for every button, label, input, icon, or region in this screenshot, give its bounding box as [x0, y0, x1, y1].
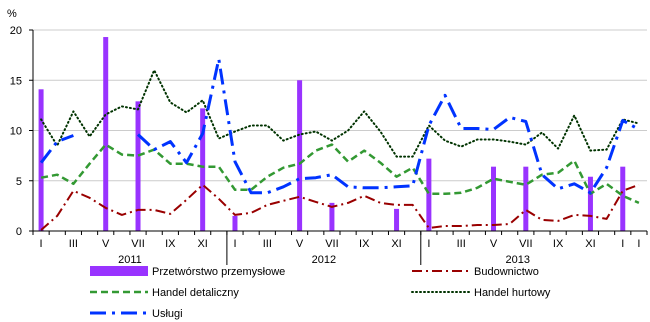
series-lines [39, 57, 640, 231]
x-tick-label: I [40, 238, 43, 250]
legend-label: Budownictwo [474, 266, 539, 278]
line-uslugi [39, 57, 640, 195]
x-tick-label: III [69, 238, 78, 250]
y-tick-label: 5 [16, 176, 22, 188]
legend: Przetwórstwo przemysłowe Budownictwo Hande… [90, 266, 551, 320]
y-unit-label: % [7, 8, 17, 20]
bar-przetworstwo [200, 108, 206, 231]
x-tick-label: IX [359, 238, 370, 250]
line-handel-detaliczny [40, 143, 640, 205]
x-tick-label: I [637, 238, 640, 250]
x-axis-ticks: I III V VII IX XI I III V VII IX XI I III V VII IX XI I I [40, 238, 641, 250]
bar-przetworstwo [232, 215, 238, 231]
legend-label: Przetwórstwo przemysłowe [152, 266, 285, 278]
x-tick-label: VII [325, 238, 338, 250]
gridlines [33, 29, 647, 182]
bar-przetworstwo [587, 176, 593, 231]
y-axis-ticks: 0 5 10 15 20 [10, 25, 22, 238]
legend-label: Handel hurtowy [474, 287, 551, 299]
x-tick-label: I [427, 238, 430, 250]
bar-przetworstwo [394, 208, 400, 231]
x-tick-label: IX [165, 238, 176, 250]
bar-przetworstwo [297, 80, 303, 231]
bar-przetworstwo [103, 37, 109, 231]
bar-przetworstwo [620, 166, 626, 231]
line-handel-hurtowy [40, 69, 640, 158]
x-tick-label: I [621, 238, 624, 250]
y-tick-label: 0 [16, 226, 22, 238]
x-tick-label: III [263, 238, 272, 250]
x-tick-label: XI [585, 238, 595, 250]
x-tick-label: III [457, 238, 466, 250]
line-budownictwo [40, 183, 640, 231]
x-tick-label: V [102, 238, 110, 250]
year-label: 2012 [312, 254, 336, 266]
x-tick-label: XI [197, 238, 207, 250]
legend-label: Usługi [152, 308, 183, 320]
bar-przetworstwo [135, 101, 141, 231]
bar-przetworstwo [329, 202, 335, 231]
x-tick-label: IX [553, 238, 564, 250]
x-tick-label: V [296, 238, 304, 250]
year-labels: 2011 2012 2013 [118, 231, 530, 266]
y-tick-label: 10 [10, 126, 22, 138]
x-tick-label: VII [519, 238, 532, 250]
y-tick-label: 20 [10, 25, 22, 37]
bars-przetworstwo [38, 37, 626, 231]
bar-przetworstwo [491, 166, 496, 231]
legend-swatch-przetworstwo [90, 266, 148, 276]
bar-przetworstwo [38, 89, 44, 231]
x-tick-label: V [490, 238, 498, 250]
y-tick-label: 15 [10, 75, 22, 87]
x-tick-label: I [233, 238, 236, 250]
axes [29, 29, 648, 235]
bar-przetworstwo [523, 166, 529, 231]
legend-label: Handel detaliczny [152, 287, 239, 299]
x-tick-label: VII [131, 238, 144, 250]
x-tick-label: XI [391, 238, 401, 250]
bar-przetworstwo [426, 158, 432, 231]
year-label: 2011 [118, 254, 142, 266]
year-label: 2013 [505, 254, 529, 266]
